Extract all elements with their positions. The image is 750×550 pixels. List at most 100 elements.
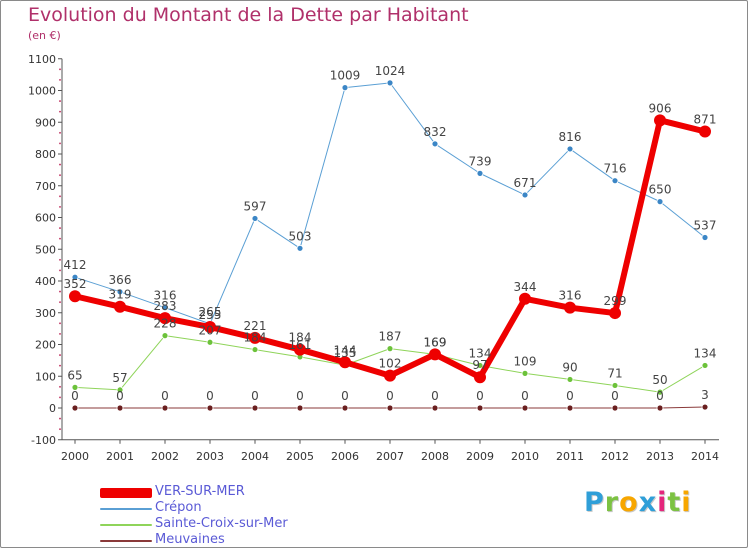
data-label: 832 — [424, 125, 447, 139]
data-point — [71, 273, 79, 281]
x-tick-label: 2009 — [466, 450, 494, 463]
data-point — [611, 404, 619, 412]
chart-title: Evolution du Montant de la Dette par Hab… — [28, 4, 469, 26]
y-tick-label: 800 — [35, 148, 56, 161]
data-point — [476, 169, 484, 177]
data-point — [656, 388, 664, 396]
data-point — [656, 198, 664, 206]
y-tick-label: 0 — [49, 402, 56, 415]
data-label: 316 — [559, 289, 582, 303]
data-label: 316 — [154, 289, 177, 303]
data-label: 816 — [559, 130, 582, 144]
legend-label: Crépon — [155, 500, 202, 515]
y-tick-label: 400 — [35, 275, 56, 288]
data-point — [566, 376, 574, 383]
data-point — [69, 290, 81, 303]
data-label: 871 — [694, 112, 717, 126]
data-point — [71, 383, 79, 391]
data-label: 344 — [514, 280, 537, 294]
data-point — [699, 125, 711, 138]
x-tick-label: 2001 — [106, 450, 134, 463]
y-tick-label: 700 — [35, 180, 56, 193]
data-label: 144 — [334, 343, 357, 357]
data-point — [431, 140, 439, 148]
brand-logo: Proxiti — [584, 487, 692, 518]
x-tick-label: 2013 — [646, 450, 674, 463]
data-label: 0 — [431, 389, 439, 403]
data-point — [251, 215, 259, 222]
data-label: 0 — [656, 389, 664, 403]
data-label: 57 — [112, 371, 127, 385]
brand-letter: i — [657, 487, 668, 518]
data-label: 0 — [251, 389, 259, 403]
data-point — [296, 244, 304, 252]
y-minor-tick — [59, 131, 61, 134]
data-label: 71 — [607, 366, 622, 380]
data-label: 90 — [562, 360, 577, 374]
data-point — [296, 404, 304, 412]
y-minor-tick — [59, 333, 61, 335]
data-label: 50 — [652, 373, 667, 387]
y-tick-label: -100 — [31, 434, 56, 447]
y-minor-tick — [59, 269, 61, 272]
data-point — [249, 331, 261, 344]
legend-item-sainte-croix-sur-mer: Sainte-Croix-sur-Mer — [100, 516, 340, 533]
brand-letter: P — [584, 487, 605, 518]
data-label: 597 — [244, 199, 267, 213]
data-label: 228 — [154, 317, 177, 331]
data-point — [116, 288, 124, 296]
y-minor-tick — [59, 163, 61, 166]
data-point — [251, 404, 259, 412]
data-point — [386, 79, 394, 87]
y-tick-label: 100 — [35, 370, 56, 383]
data-point — [566, 145, 574, 153]
y-tick-label: 300 — [35, 307, 56, 320]
data-point — [341, 84, 349, 92]
y-minor-tick — [59, 396, 61, 399]
data-label: 109 — [514, 354, 537, 368]
data-label: 3 — [701, 388, 709, 402]
y-minor-tick — [59, 354, 61, 356]
data-point — [654, 114, 666, 127]
data-point — [294, 343, 306, 356]
y-minor-tick — [59, 258, 61, 261]
data-label: 671 — [514, 176, 537, 190]
data-label: 184 — [289, 331, 312, 345]
data-label: 352 — [64, 277, 87, 291]
data-label: 319 — [109, 288, 132, 302]
y-tick-label: 900 — [35, 116, 56, 129]
x-tick-label: 2011 — [556, 450, 584, 463]
data-point — [476, 362, 484, 369]
data-label: 366 — [109, 273, 132, 287]
data-point — [159, 312, 171, 325]
data-label: 0 — [386, 389, 394, 403]
y-minor-tick — [59, 206, 61, 208]
data-label: 716 — [604, 162, 627, 176]
data-point — [204, 321, 216, 334]
data-point — [566, 404, 574, 412]
x-tick-label: 2014 — [691, 450, 719, 463]
y-minor-tick — [59, 110, 61, 113]
y-minor-tick — [59, 100, 61, 102]
data-point — [609, 307, 621, 320]
data-point — [611, 382, 619, 389]
y-minor-tick — [59, 237, 61, 240]
x-tick-label: 2000 — [61, 450, 89, 463]
data-point — [116, 386, 124, 394]
data-label: 1024 — [375, 64, 406, 78]
legend-label: Meuvaines — [155, 532, 225, 547]
data-label: 906 — [649, 101, 672, 115]
brand-letter: o — [619, 487, 639, 518]
data-label: 0 — [521, 389, 529, 403]
legend-swatch-crepon — [100, 508, 152, 510]
y-minor-tick — [59, 174, 61, 177]
y-minor-tick — [59, 301, 61, 304]
data-label: 184 — [244, 331, 267, 345]
data-point — [206, 404, 214, 412]
data-point — [701, 234, 709, 241]
legend-label: VER-SUR-MER — [155, 484, 245, 499]
data-label: 0 — [566, 389, 574, 403]
data-point — [206, 338, 214, 346]
data-label: 134 — [694, 346, 717, 360]
